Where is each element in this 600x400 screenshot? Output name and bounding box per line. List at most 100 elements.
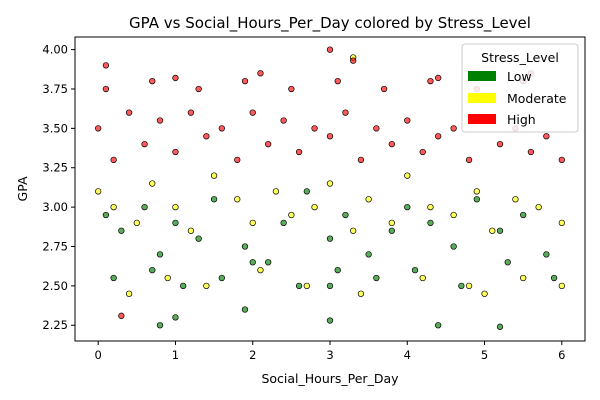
point-high-22 bbox=[435, 133, 442, 140]
point-high-8 bbox=[218, 125, 225, 132]
point-low-19 bbox=[496, 227, 504, 234]
point-moderate-13 bbox=[350, 227, 357, 234]
point-moderate-35 bbox=[481, 290, 488, 297]
point-moderate-24 bbox=[125, 290, 133, 297]
point-moderate-16 bbox=[404, 172, 411, 179]
point-moderate-14 bbox=[365, 196, 372, 203]
point-high-44 bbox=[326, 46, 334, 53]
point-high-17 bbox=[357, 156, 365, 164]
y-tick-label: 4.00 bbox=[42, 43, 68, 57]
point-low-36 bbox=[435, 322, 442, 329]
y-axis-label: GPA bbox=[15, 176, 30, 201]
point-moderate-29 bbox=[357, 290, 365, 297]
point-high-32 bbox=[149, 77, 156, 85]
point-moderate-12 bbox=[326, 180, 334, 187]
y-tick-label: 2.50 bbox=[42, 279, 68, 293]
point-high-2 bbox=[125, 109, 133, 116]
point-high-48 bbox=[118, 312, 125, 319]
point-low-29 bbox=[373, 274, 380, 282]
point-high-7 bbox=[203, 133, 210, 140]
point-low-24 bbox=[180, 282, 187, 290]
legend-swatch-high bbox=[468, 114, 496, 124]
point-moderate-31 bbox=[465, 282, 473, 290]
point-moderate-4 bbox=[172, 203, 179, 211]
point-moderate-20 bbox=[489, 227, 496, 234]
point-low-8 bbox=[265, 259, 272, 266]
point-high-34 bbox=[241, 77, 249, 85]
point-low-28 bbox=[334, 266, 341, 274]
point-high-35 bbox=[288, 85, 295, 93]
point-low-16 bbox=[427, 219, 434, 227]
point-low-5 bbox=[195, 235, 202, 242]
point-high-43 bbox=[257, 70, 264, 77]
point-moderate-23 bbox=[558, 219, 565, 227]
point-high-31 bbox=[102, 85, 110, 93]
point-high-10 bbox=[249, 109, 256, 116]
x-tick-label: 4 bbox=[404, 348, 411, 362]
point-high-11 bbox=[265, 140, 272, 148]
point-low-23 bbox=[149, 266, 156, 274]
point-low-33 bbox=[550, 274, 558, 282]
point-low-3 bbox=[156, 251, 164, 258]
chart-title: GPA vs Social_Hours_Per_Day colored by S… bbox=[129, 14, 531, 33]
point-low-27 bbox=[295, 282, 303, 290]
point-high-12 bbox=[280, 117, 287, 124]
point-high-9 bbox=[234, 156, 241, 164]
point-moderate-19 bbox=[473, 188, 480, 195]
point-moderate-22 bbox=[535, 203, 542, 211]
point-moderate-28 bbox=[303, 282, 310, 290]
point-high-15 bbox=[326, 133, 334, 140]
point-high-3 bbox=[141, 140, 148, 148]
point-low-11 bbox=[326, 235, 334, 242]
point-high-19 bbox=[388, 140, 395, 148]
point-moderate-21 bbox=[512, 196, 519, 203]
point-moderate-25 bbox=[164, 274, 171, 282]
y-tick-label: 3.50 bbox=[42, 121, 68, 135]
point-high-33 bbox=[195, 85, 202, 93]
point-low-20 bbox=[520, 211, 527, 219]
point-high-18 bbox=[373, 125, 380, 132]
point-high-24 bbox=[465, 156, 473, 164]
point-high-30 bbox=[558, 156, 565, 164]
y-tick-label: 3.75 bbox=[42, 82, 68, 96]
point-moderate-3 bbox=[149, 180, 156, 187]
point-low-0 bbox=[102, 211, 110, 219]
point-moderate-33 bbox=[558, 282, 565, 290]
x-tick-label: 3 bbox=[326, 348, 333, 362]
point-high-21 bbox=[419, 148, 426, 156]
point-low-14 bbox=[388, 227, 395, 234]
point-high-5 bbox=[172, 148, 179, 156]
point-low-9 bbox=[280, 219, 287, 227]
point-low-18 bbox=[473, 196, 480, 203]
x-tick-label: 6 bbox=[558, 348, 565, 362]
x-tick-label: 0 bbox=[95, 348, 102, 362]
x-tick-label: 1 bbox=[172, 348, 179, 362]
point-low-26 bbox=[249, 259, 256, 266]
point-low-37 bbox=[496, 323, 504, 330]
point-moderate-11 bbox=[311, 203, 318, 211]
y-tick-label: 2.75 bbox=[42, 239, 68, 253]
x-axis-label: Social_Hours_Per_Day bbox=[261, 371, 399, 386]
point-high-41 bbox=[102, 62, 110, 69]
point-low-35 bbox=[326, 317, 334, 324]
point-moderate-6 bbox=[210, 172, 218, 179]
x-tick-label: 2 bbox=[249, 348, 256, 362]
point-high-37 bbox=[380, 85, 388, 93]
point-low-39 bbox=[172, 314, 179, 321]
legend-label-high: High bbox=[507, 112, 536, 127]
point-low-12 bbox=[342, 211, 349, 219]
point-low-7 bbox=[241, 243, 249, 250]
legend-label-moderate: Moderate bbox=[507, 91, 567, 106]
point-moderate-2 bbox=[133, 219, 140, 227]
point-moderate-30 bbox=[419, 274, 426, 282]
point-low-38 bbox=[156, 322, 164, 329]
point-moderate-18 bbox=[450, 211, 457, 219]
y-tick-label: 2.25 bbox=[42, 318, 68, 332]
point-moderate-5 bbox=[187, 227, 195, 234]
point-low-31 bbox=[458, 282, 465, 290]
point-high-23 bbox=[450, 125, 457, 132]
point-high-6 bbox=[187, 109, 195, 116]
point-low-21 bbox=[543, 251, 550, 258]
